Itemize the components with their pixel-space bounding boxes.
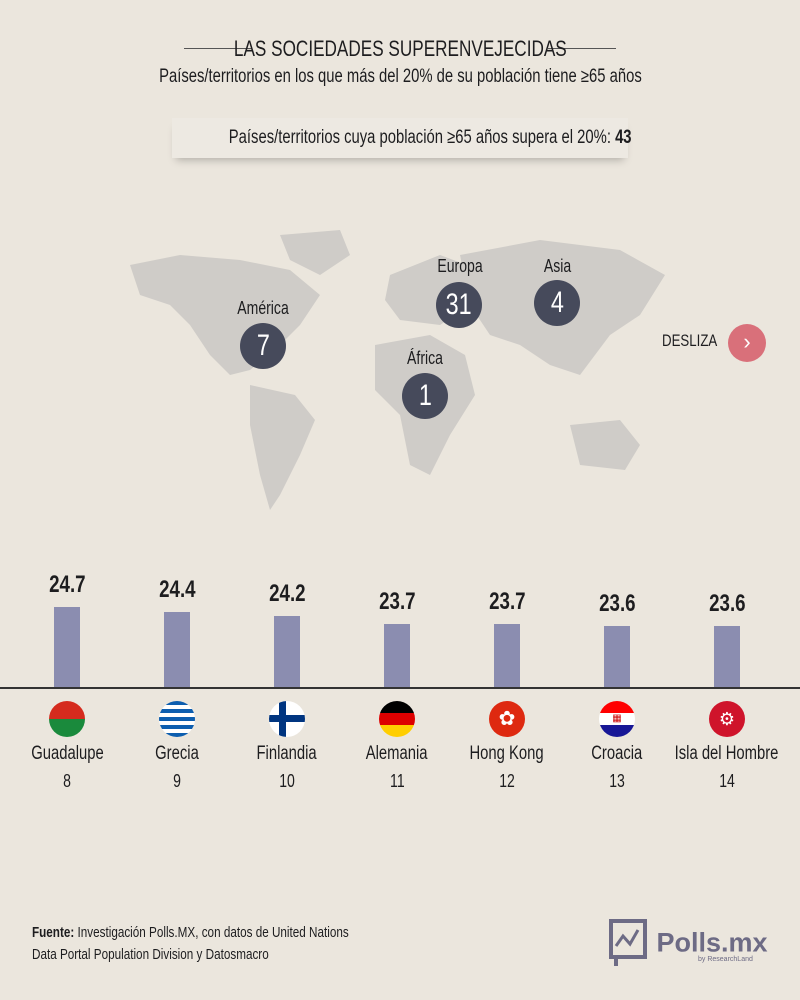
pollsmx-logo: Polls.mx by ResearchLand bbox=[608, 918, 768, 968]
source-label: Fuente: bbox=[32, 924, 75, 941]
source-text-2: Data Portal Population Division y Datosm… bbox=[32, 946, 269, 963]
next-button[interactable]: › bbox=[728, 324, 766, 362]
region-count-america: 7 bbox=[240, 323, 286, 369]
country-label: Isla del Hombre bbox=[675, 743, 779, 764]
country-label: Grecia bbox=[155, 743, 199, 764]
rank-label: 11 bbox=[389, 771, 405, 791]
finland-flag-icon bbox=[269, 701, 305, 737]
country-label: Alemania bbox=[366, 743, 428, 764]
bar-value-label: 23.7 bbox=[488, 588, 526, 616]
page-subtitle: Países/territorios en los que más del 20… bbox=[158, 66, 642, 87]
australia-shape bbox=[570, 420, 640, 470]
source-note: Fuente: Investigación Polls.MX, con dato… bbox=[32, 922, 438, 966]
croatia-flag-icon: ▦ bbox=[599, 701, 635, 737]
rank-label: 13 bbox=[609, 771, 625, 791]
chevron-right-icon: › bbox=[743, 329, 751, 354]
rank-label: 12 bbox=[499, 771, 515, 791]
south-america-shape bbox=[250, 385, 315, 510]
bar-value-label: 23.7 bbox=[378, 588, 416, 616]
summary-banner: Países/territorios cuya población ≥65 añ… bbox=[172, 118, 632, 158]
greece-flag-icon bbox=[159, 701, 195, 737]
country-label: Croacia bbox=[591, 743, 643, 764]
region-count-asia: 4 bbox=[534, 280, 580, 326]
greenland-shape bbox=[280, 230, 350, 275]
bar-value-label: 24.7 bbox=[48, 571, 86, 599]
bar-value-label: 24.4 bbox=[158, 576, 196, 604]
summary-label: Países/territorios cuya población ≥65 añ… bbox=[228, 127, 611, 148]
region-label-america: América bbox=[237, 298, 289, 318]
page-title: LAS SOCIEDADES SUPERENVEJECIDAS bbox=[233, 36, 567, 61]
title-rule-left bbox=[184, 48, 252, 49]
bar bbox=[54, 607, 80, 688]
bar-value-label: 23.6 bbox=[598, 590, 636, 618]
hong-kong-flag-icon: ✿ bbox=[489, 701, 525, 737]
summary-value: 43 bbox=[615, 127, 632, 148]
region-label-asia: Asia bbox=[544, 256, 572, 276]
region-count-europa: 31 bbox=[436, 282, 482, 328]
region-label-africa: África bbox=[407, 348, 443, 368]
bar bbox=[714, 626, 740, 688]
germany-flag-icon bbox=[379, 701, 415, 737]
source-text-1: Investigación Polls.MX, con datos de Uni… bbox=[77, 924, 349, 941]
bar bbox=[274, 615, 300, 688]
country-label: Finlandia bbox=[256, 743, 318, 764]
x-axis-line bbox=[0, 687, 800, 689]
logo-chart-icon bbox=[609, 919, 647, 966]
rank-label: 14 bbox=[719, 771, 735, 791]
bar bbox=[384, 624, 410, 688]
swipe-label: DESLIZA bbox=[662, 331, 718, 350]
rank-label: 10 bbox=[279, 771, 295, 791]
bar-value-label: 23.6 bbox=[708, 590, 746, 618]
rank-label: 9 bbox=[173, 771, 181, 791]
bar bbox=[164, 612, 190, 688]
title-rule-right bbox=[548, 48, 616, 49]
bar bbox=[604, 626, 630, 688]
country-label: Hong Kong bbox=[469, 743, 545, 764]
region-count-africa: 1 bbox=[402, 373, 448, 419]
isle-of-man-flag-icon: ⚙ bbox=[709, 701, 745, 737]
bar bbox=[494, 624, 520, 688]
guadeloupe-flag-icon bbox=[49, 701, 85, 737]
country-label: Guadalupe bbox=[30, 743, 104, 764]
region-label-europa: Europa bbox=[437, 256, 483, 276]
bar-value-label: 24.2 bbox=[268, 579, 306, 607]
rank-label: 8 bbox=[63, 771, 71, 791]
